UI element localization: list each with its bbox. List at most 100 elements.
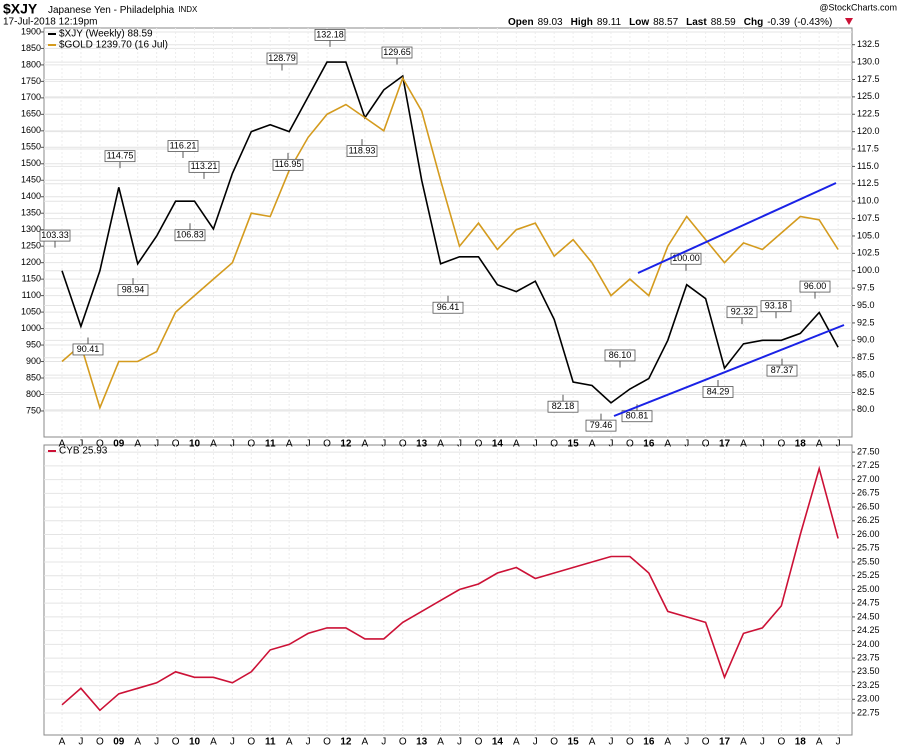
annotation-label: 129.65 (383, 47, 411, 57)
exchange: INDX (178, 5, 198, 14)
annotation-label: 103.33 (41, 230, 69, 240)
x-tick-label: O (550, 439, 558, 450)
x-tick-label: A (134, 439, 141, 450)
annotation-label: 80.81 (626, 411, 649, 421)
annotation-box (272, 158, 304, 171)
y-tick-label: 1200 (21, 257, 41, 267)
quote-value: 88.59 (711, 17, 736, 28)
quote-label: Open (508, 17, 534, 28)
y-tick-label: 97.5 (857, 283, 875, 293)
x-tick-label: J (154, 737, 159, 748)
y-tick-label: 117.5 (857, 143, 879, 153)
annotation-box (547, 400, 579, 413)
y-tick-label: 26.75 (857, 488, 880, 498)
x-tick-label: O (247, 737, 255, 748)
y-tick-label: 750 (26, 405, 41, 415)
annotation-box (766, 364, 798, 377)
x-tick-label: J (457, 737, 462, 748)
y-tick-label: 24.50 (857, 611, 880, 621)
x-tick-label: A (59, 439, 66, 450)
x-tick-label: A (286, 737, 293, 748)
x-tick-label: O (96, 439, 104, 450)
y-tick-label: 100.0 (857, 265, 880, 275)
x-tick-label: 14 (492, 439, 504, 450)
y-tick-label: 25.50 (857, 556, 880, 566)
x-tick-label: O (626, 439, 634, 450)
x-tick-label: A (740, 737, 747, 748)
annotation-label: 114.75 (107, 151, 134, 161)
x-tick-label: A (362, 737, 369, 748)
y-tick-label: 1150 (22, 274, 41, 284)
y-tick-label: 1550 (21, 142, 41, 152)
annotation-label: 96.41 (437, 302, 460, 312)
y-tick-label: 132.5 (857, 39, 880, 49)
y-tick-label: 82.5 (857, 387, 875, 397)
annotation-label: 84.29 (707, 386, 730, 396)
credit: @StockCharts.com (819, 2, 897, 12)
symbol: $XJY (3, 1, 38, 17)
x-tick-label: J (306, 737, 311, 748)
x-tick-label: J (608, 439, 613, 450)
annotation-box (314, 29, 346, 41)
x-tick-label: O (550, 737, 558, 748)
legend-label: CYB 25.93 (59, 446, 108, 457)
quote-change-pct: (-0.43%) (794, 17, 832, 28)
annotation-label: 132.18 (316, 29, 344, 39)
y-tick-label: 1000 (21, 323, 41, 333)
y-tick-label: 1300 (21, 224, 41, 234)
y-tick-label: 105.0 (857, 230, 880, 240)
x-tick-label: A (210, 439, 217, 450)
x-tick-label: O (172, 439, 180, 450)
x-tick-label: J (230, 439, 235, 450)
annotation-label: 87.37 (771, 365, 794, 375)
annotation-label: 98.94 (122, 285, 145, 295)
y-tick-label: 27.25 (857, 460, 880, 470)
annotation-box (104, 150, 136, 163)
trend-line (637, 182, 837, 274)
y-tick-label: 900 (26, 356, 41, 366)
name: Japanese Yen - Philadelphia (48, 5, 175, 16)
annotation-box (702, 386, 734, 398)
x-tick-label: 16 (643, 737, 655, 748)
y-tick-label: 25.75 (857, 543, 880, 553)
x-tick-label: 12 (340, 737, 352, 748)
y-tick-label: 125.0 (857, 91, 880, 101)
y-tick-label: 24.75 (857, 598, 880, 608)
x-tick-label: J (533, 439, 538, 450)
x-tick-label: 11 (265, 737, 276, 748)
y-tick-label: 85.0 (857, 369, 875, 379)
y-tick-label: 127.5 (857, 74, 880, 84)
y-tick-label: 1850 (21, 43, 41, 53)
x-tick-label: A (589, 439, 596, 450)
annotation-box (799, 280, 831, 293)
annotation-box (760, 300, 792, 313)
annotation-label: 92.32 (731, 307, 754, 317)
x-tick-label: 15 (568, 439, 580, 450)
y-tick-label: 26.25 (857, 515, 880, 525)
annotation-label: 93.18 (765, 301, 788, 311)
x-tick-label: O (399, 737, 407, 748)
annotation-label: 79.46 (590, 420, 613, 430)
x-tick-label: O (323, 439, 331, 450)
y-tick-label: 25.00 (857, 584, 880, 594)
annotation-label: 106.83 (176, 230, 204, 240)
y-tick-label: 27.50 (857, 447, 880, 457)
y-tick-label: 850 (26, 372, 41, 382)
x-tick-label: A (286, 439, 293, 450)
y-tick-label: 90.0 (857, 335, 875, 345)
y-tick-label: 1750 (21, 76, 41, 86)
x-tick-label: O (702, 737, 710, 748)
plot-layer: 7508008509009501000105011001150120012501… (21, 26, 880, 747)
x-tick-label: J (381, 439, 386, 450)
x-tick-label: A (664, 737, 671, 748)
x-tick-label: O (323, 737, 331, 748)
y-tick-label: 87.5 (857, 352, 875, 362)
y-tick-label: 1100 (22, 290, 41, 300)
x-tick-label: J (381, 737, 386, 748)
annotation-box (39, 229, 71, 242)
annotation-box (117, 284, 149, 297)
annotation-box (174, 229, 206, 242)
x-tick-label: 18 (795, 737, 807, 748)
x-tick-label: J (457, 439, 462, 450)
annotation-box (604, 349, 636, 362)
